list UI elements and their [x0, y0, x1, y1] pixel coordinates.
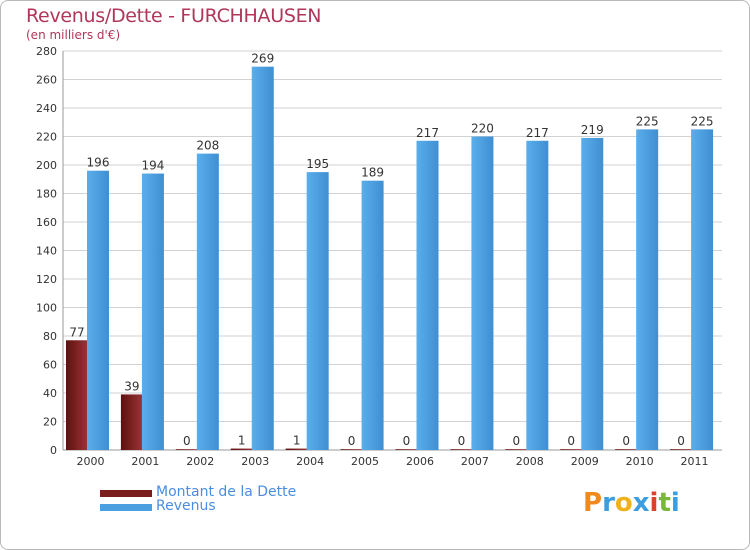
- y-tick-label: 240: [36, 102, 57, 115]
- x-tick-label: 2000: [76, 455, 104, 468]
- data-label-revenue: 217: [416, 126, 439, 140]
- data-label-debt: 0: [677, 434, 685, 448]
- data-label-debt: 0: [183, 434, 191, 448]
- bar-revenue: [251, 66, 274, 451]
- x-tick-label: 2004: [296, 455, 324, 468]
- bar-debt: [120, 394, 143, 450]
- bar-revenue: [196, 153, 219, 450]
- x-tick-label: 2001: [131, 455, 159, 468]
- bar-revenue: [141, 173, 164, 451]
- data-label-debt: 0: [348, 434, 356, 448]
- y-tick-label: 120: [36, 273, 57, 286]
- data-label-revenue: 219: [581, 123, 604, 137]
- data-label-debt: 1: [293, 434, 301, 448]
- legend-swatch-revenue: [100, 504, 152, 511]
- y-tick-label: 100: [36, 302, 57, 315]
- bar-revenue: [87, 170, 109, 450]
- x-tick-label: 2002: [186, 455, 214, 468]
- bar-revenue: [416, 140, 439, 450]
- x-tick-label: 2007: [461, 455, 489, 468]
- bar-revenue: [526, 140, 549, 450]
- y-tick-label: 80: [43, 330, 57, 343]
- y-tick-label: 140: [36, 245, 57, 258]
- data-label-debt: 0: [458, 434, 466, 448]
- data-label-revenue: 196: [87, 156, 110, 170]
- logo-letter: i: [649, 488, 659, 518]
- logo-letter: t: [658, 488, 671, 518]
- bar-revenue: [306, 172, 329, 450]
- bar-revenue: [636, 129, 659, 450]
- x-tick-label: 2010: [626, 455, 654, 468]
- bar-debt: [670, 449, 693, 450]
- y-tick-label: 280: [36, 45, 57, 58]
- bar-debt: [285, 448, 308, 450]
- y-tick-label: 20: [43, 416, 57, 429]
- data-label-revenue: 220: [471, 122, 494, 136]
- bar-debt: [230, 448, 253, 450]
- y-tick-label: 260: [36, 74, 57, 87]
- y-tick-label: 220: [36, 131, 57, 144]
- logo-letter: x: [632, 488, 650, 518]
- data-label-revenue: 194: [141, 159, 164, 173]
- y-tick-label: 0: [50, 444, 57, 457]
- chart-title: Revenus/Dette - FURCHHAUSEN: [26, 5, 322, 27]
- data-label-debt: 77: [69, 325, 84, 339]
- logo-letter: i: [670, 488, 680, 518]
- logo-letter: r: [602, 488, 615, 518]
- logo-letter: o: [614, 488, 633, 518]
- data-label-revenue: 269: [251, 52, 274, 66]
- chart-subtitle: (en milliers d'€): [26, 28, 121, 42]
- x-tick-label: 2005: [351, 455, 379, 468]
- bar-revenue: [471, 136, 494, 450]
- legend-label-debt: Montant de la Dette: [156, 484, 297, 500]
- data-label-debt: 39: [124, 379, 139, 393]
- bar-revenue: [581, 137, 604, 451]
- y-tick-label: 60: [43, 359, 57, 372]
- legend-swatch-debt: [100, 490, 152, 497]
- bar-revenue: [361, 180, 384, 451]
- x-tick-label: 2011: [681, 455, 709, 468]
- x-tick-label: 2003: [241, 455, 269, 468]
- bar-debt: [66, 340, 88, 450]
- data-label-debt: 0: [567, 434, 575, 448]
- bar-debt: [615, 449, 638, 450]
- y-tick-label: 180: [36, 188, 57, 201]
- data-label-revenue: 208: [196, 139, 219, 153]
- data-label-debt: 1: [238, 434, 246, 448]
- data-label-revenue: 217: [526, 126, 549, 140]
- bar-debt: [340, 449, 363, 450]
- legend-label-revenue: Revenus: [156, 498, 216, 514]
- bar-debt: [450, 449, 473, 450]
- y-tick-label: 40: [43, 387, 57, 400]
- logo-letter: P: [583, 488, 603, 518]
- bar-debt: [505, 449, 528, 450]
- data-label-revenue: 189: [361, 166, 384, 180]
- data-label-revenue: 225: [691, 114, 714, 128]
- y-tick-label: 200: [36, 159, 57, 172]
- data-label-revenue: 195: [306, 157, 329, 171]
- data-label-debt: 0: [513, 434, 521, 448]
- data-label-revenue: 225: [636, 114, 659, 128]
- bar-revenue: [691, 129, 714, 450]
- y-tick-label: 160: [36, 216, 57, 229]
- x-tick-label: 2009: [571, 455, 599, 468]
- proxiti-logo: Proxiti: [583, 488, 680, 518]
- data-label-debt: 0: [622, 434, 630, 448]
- x-tick-label: 2006: [406, 455, 434, 468]
- data-label-debt: 0: [403, 434, 411, 448]
- bar-debt: [175, 449, 198, 450]
- bar-debt: [395, 449, 418, 450]
- x-tick-label: 2008: [516, 455, 544, 468]
- bar-debt: [560, 449, 583, 450]
